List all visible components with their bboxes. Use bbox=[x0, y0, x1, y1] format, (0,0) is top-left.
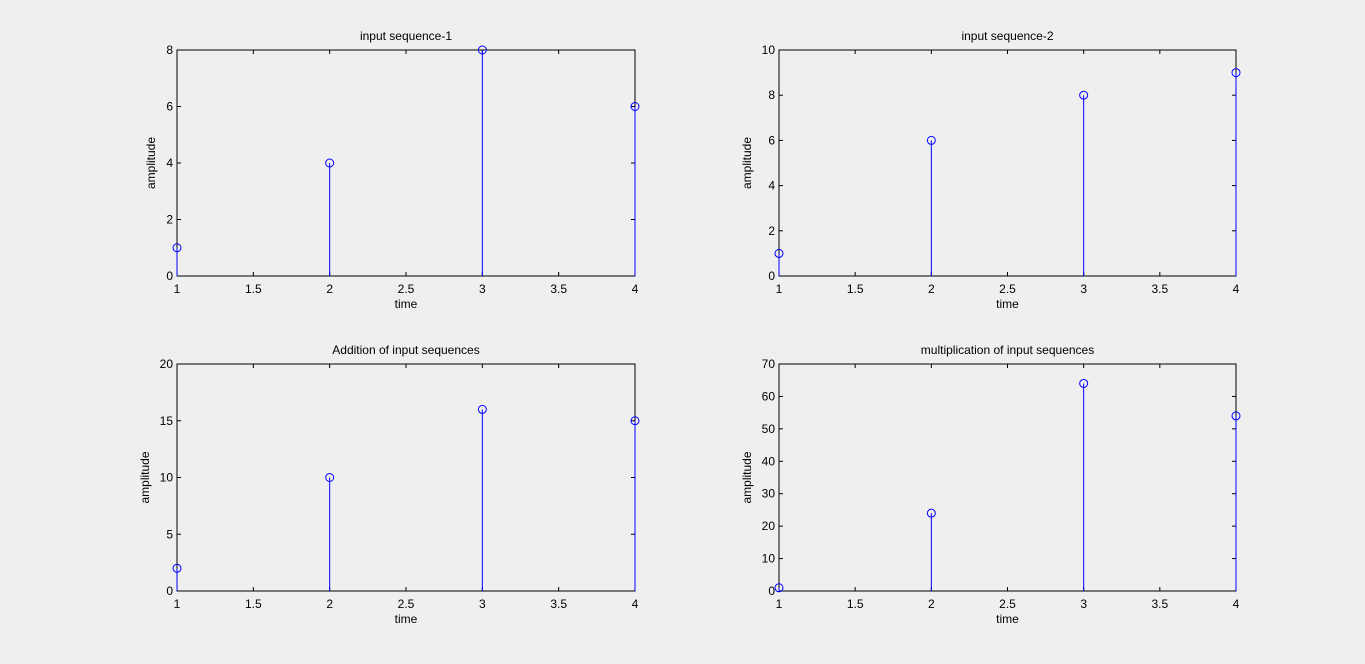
x-tick-label: 3.5 bbox=[550, 597, 567, 611]
y-tick-label: 50 bbox=[762, 422, 776, 436]
subplot-1: 1 1.5 2 2.5 3 3.5 4 0 2 4 6 8 input sequence-1 time am… bbox=[144, 29, 640, 311]
y-tick-label: 20 bbox=[160, 357, 174, 371]
subplot-2: 1 1.5 2 2.5 3 3.5 4 0 2 4 6 8 10 input sequence-2 time… bbox=[740, 29, 1241, 311]
stem-marker bbox=[926, 135, 936, 145]
stem-marker bbox=[172, 563, 182, 573]
y-tick-label: 4 bbox=[768, 179, 775, 193]
stem-marker bbox=[1079, 378, 1089, 388]
x-tick-label: 4 bbox=[1233, 282, 1240, 296]
y-tick-label: 2 bbox=[166, 213, 173, 227]
x-tick-label: 1.5 bbox=[245, 282, 262, 296]
x-tick-label: 2.5 bbox=[999, 597, 1016, 611]
subplot-3: 1 1.5 2 2.5 3 3.5 4 0 5 10 15 20 Addition of input s… bbox=[138, 343, 640, 626]
stem-marker bbox=[1231, 411, 1241, 421]
x-tick-label: 2 bbox=[928, 597, 935, 611]
x-tick-label: 3 bbox=[1080, 282, 1087, 296]
axes-box bbox=[778, 49, 1237, 277]
y-tick-label: 10 bbox=[762, 552, 776, 566]
y-tick-label: 15 bbox=[160, 414, 174, 428]
x-tick-label: 2.5 bbox=[999, 282, 1016, 296]
axes-box bbox=[176, 363, 636, 592]
axes-box bbox=[176, 49, 636, 277]
x-tick-label: 1 bbox=[174, 282, 181, 296]
x-axis-label: time bbox=[395, 297, 418, 311]
y-axis-label: amplitude bbox=[740, 451, 754, 503]
y-tick-label: 6 bbox=[166, 100, 173, 114]
x-tick-label: 3.5 bbox=[550, 282, 567, 296]
y-tick-label: 4 bbox=[166, 156, 173, 170]
x-tick-label: 2.5 bbox=[398, 282, 415, 296]
x-tick-label: 2 bbox=[326, 597, 333, 611]
y-tick-label: 30 bbox=[762, 487, 776, 501]
y-tick-label: 10 bbox=[160, 471, 174, 485]
stem-marker bbox=[477, 45, 487, 55]
x-tick-label: 2 bbox=[326, 282, 333, 296]
y-tick-label: 0 bbox=[166, 269, 173, 283]
x-tick-label: 1.5 bbox=[847, 597, 864, 611]
x-tick-label: 3 bbox=[479, 282, 486, 296]
y-tick-label: 0 bbox=[166, 584, 173, 598]
stem-marker bbox=[630, 102, 640, 111]
y-tick-label: 0 bbox=[768, 269, 775, 283]
stem-marker bbox=[325, 158, 335, 168]
x-tick-label: 2 bbox=[928, 282, 935, 296]
y-axis-label: amplitude bbox=[144, 137, 158, 189]
chart-title: multiplication of input sequences bbox=[921, 343, 1094, 357]
x-axis-label: time bbox=[996, 612, 1019, 626]
x-tick-label: 4 bbox=[1233, 597, 1240, 611]
x-tick-label: 4 bbox=[632, 597, 639, 611]
stem-marker bbox=[774, 248, 784, 258]
y-tick-label: 5 bbox=[166, 527, 173, 541]
x-tick-label: 1 bbox=[776, 282, 783, 296]
y-tick-label: 8 bbox=[166, 43, 173, 57]
subplot-4: 1 1.5 2 2.5 3 3.5 4010203040506070multiplicati… bbox=[740, 343, 1241, 626]
stem-marker bbox=[172, 243, 182, 253]
x-axis-label: time bbox=[996, 297, 1019, 311]
x-tick-label: 4 bbox=[632, 282, 639, 296]
y-tick-label: 8 bbox=[768, 88, 775, 102]
x-tick-label: 1 bbox=[776, 597, 783, 611]
stem-marker bbox=[926, 508, 936, 518]
chart-title: input sequence-1 bbox=[360, 29, 452, 43]
y-tick-label: 6 bbox=[768, 133, 775, 147]
y-tick-label: 20 bbox=[762, 519, 776, 533]
stem-marker bbox=[477, 404, 487, 414]
stem-marker bbox=[774, 583, 784, 593]
y-tick-label: 0 bbox=[768, 584, 775, 598]
x-tick-label: 3 bbox=[1080, 597, 1087, 611]
x-tick-label: 1.5 bbox=[847, 282, 864, 296]
x-tick-label: 2.5 bbox=[398, 597, 415, 611]
stem-marker bbox=[325, 473, 335, 482]
x-tick-label: 3.5 bbox=[1151, 282, 1168, 296]
chart-title: input sequence-2 bbox=[961, 29, 1053, 43]
x-tick-label: 3 bbox=[479, 597, 486, 611]
y-tick-label: 2 bbox=[768, 224, 775, 238]
stem-marker bbox=[630, 416, 640, 426]
axes-box bbox=[778, 363, 1237, 592]
x-tick-label: 3.5 bbox=[1151, 597, 1168, 611]
y-tick-label: 40 bbox=[762, 454, 776, 468]
x-tick-label: 1 bbox=[174, 597, 181, 611]
y-axis-label: amplitude bbox=[740, 137, 754, 189]
chart-title: Addition of input sequences bbox=[332, 343, 479, 357]
x-tick-label: 1.5 bbox=[245, 597, 262, 611]
x-axis-label: time bbox=[395, 612, 418, 626]
y-tick-label: 60 bbox=[762, 389, 776, 403]
y-tick-label: 70 bbox=[762, 357, 776, 371]
y-tick-label: 10 bbox=[762, 43, 776, 57]
stem-marker bbox=[1079, 90, 1089, 100]
stem-marker bbox=[1231, 68, 1241, 78]
y-axis-label: amplitude bbox=[138, 451, 152, 503]
